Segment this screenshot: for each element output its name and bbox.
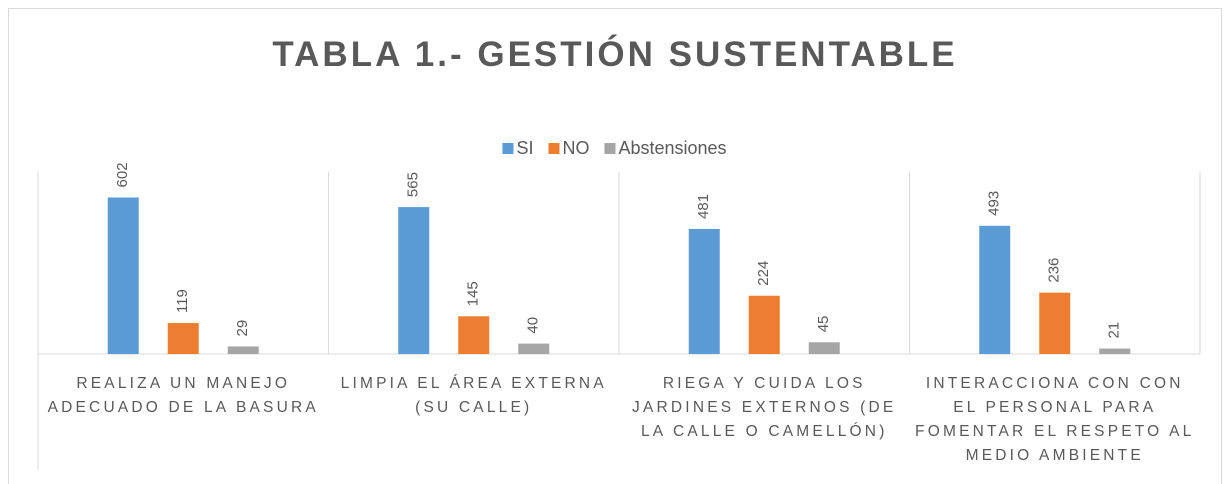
chart-title: TABLA 1.- GESTIÓN SUSTENTABLE: [272, 34, 957, 74]
legend-label: NO: [562, 138, 589, 158]
data-label: 224: [755, 261, 772, 286]
bar: [808, 342, 840, 354]
bar: [227, 346, 259, 354]
bar: [167, 323, 199, 354]
data-label: 481: [695, 194, 712, 219]
x-tick-label: REALIZA UN MANEJO ADECUADO DE LA BASURA: [47, 375, 319, 416]
legend-label: Abstensiones: [618, 138, 726, 158]
bar: [1039, 292, 1071, 354]
data-label: 493: [986, 191, 1003, 216]
data-label: 21: [1106, 322, 1123, 339]
legend-label: SI: [516, 138, 533, 158]
data-label: 145: [465, 281, 482, 306]
x-tick-label: INTERACCIONA CON CON EL PERSONAL PARA FO…: [915, 375, 1195, 464]
data-label: 45: [815, 316, 832, 333]
data-label: 602: [114, 162, 131, 187]
x-tick-label: LIMPIA EL ÁREA EXTERNA (SU CALLE): [340, 375, 607, 416]
x-tick-label: RIEGA Y CUIDA LOS JARDINES EXTERNOS (DE …: [632, 375, 897, 440]
data-label: 565: [405, 172, 422, 197]
data-label: 119: [174, 289, 191, 313]
bar: [107, 197, 139, 354]
bar: [1099, 348, 1131, 354]
legend-swatch: [604, 143, 616, 154]
data-label: 236: [1046, 258, 1063, 283]
bar: [979, 225, 1011, 354]
bar: [688, 228, 720, 354]
bar: [398, 207, 430, 354]
chart-border: [8, 8, 1222, 484]
bar: [518, 343, 550, 354]
data-label: 40: [525, 317, 542, 334]
legend-swatch: [502, 143, 514, 154]
legend-swatch: [548, 143, 560, 154]
bar: [748, 295, 780, 354]
bar: [458, 316, 490, 354]
data-label: 29: [234, 320, 251, 337]
